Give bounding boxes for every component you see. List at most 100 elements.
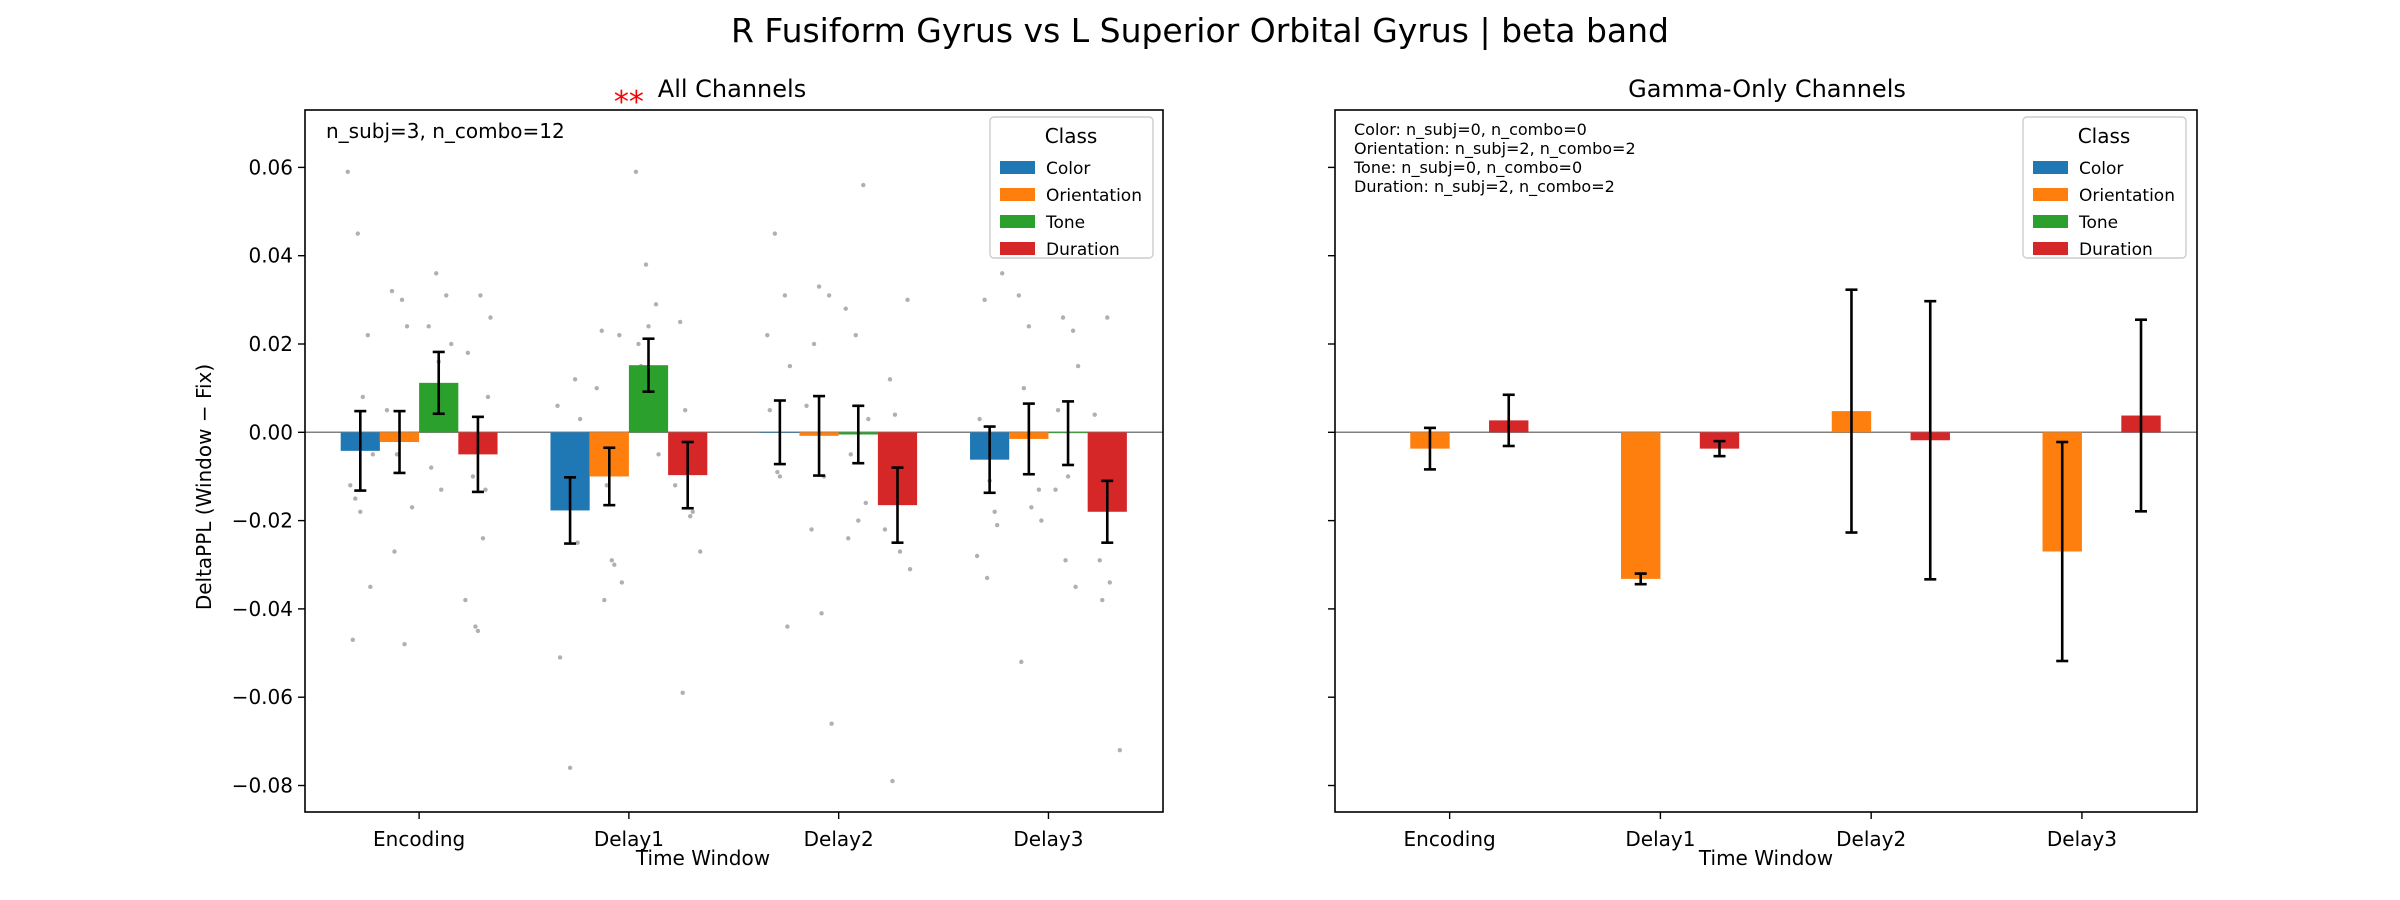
error-bar [2056,440,2069,663]
scatter-point [567,765,573,771]
scatter-point [1055,408,1061,413]
scatter-point [426,324,431,329]
scatter-point [890,778,895,784]
x-axis-label-gamma-only: Time Window [1698,846,1833,870]
scatter-point [365,332,371,338]
scatter-point [1063,558,1068,563]
x-tick-label: Delay1 [1625,827,1695,851]
error-bar [983,425,996,495]
error-bar [681,440,694,510]
scatter-point [353,496,358,501]
scatter-point [480,536,486,541]
scatter-point [765,332,770,338]
scatter-point [609,558,614,563]
x-tick-label: Delay3 [1013,827,1083,851]
x-axis-label-all-channels: Time Window [635,846,770,870]
scatter-point [348,483,353,488]
chart-title-all-channels: All Channels [658,75,806,103]
error-bar [1845,288,1858,534]
legend-swatch-color [2033,161,2068,174]
scatter-point [604,483,609,488]
legend-swatch-tone [2033,215,2068,228]
scatter-point [1036,487,1042,492]
scatter-point [892,412,898,417]
bar-orientation-delay1 [1621,432,1661,579]
legend-label-color: Color [1046,159,1090,179]
x-tick-label: Delay1 [594,827,664,851]
legend-label-orientation: Orientation [2079,186,2175,206]
scatter-point [1039,518,1044,523]
axes-frame [304,109,1164,813]
scatter-point [1021,385,1027,391]
chart-all-channels: All Channels n_subj=3, n_combo=12 Time W… [192,75,1164,870]
x-tick-label: Encoding [373,827,465,851]
legend-title: Class [1045,124,1098,148]
error-bar [471,415,484,494]
scatter-point [439,487,444,492]
error-bar [773,399,786,466]
scatter-point [394,452,400,457]
scatter-point [602,597,607,603]
y-tick-label: −0.06 [232,685,293,709]
scatter-point [767,408,773,413]
scatter-point [853,332,858,338]
scatter-point [848,452,853,457]
scatter-point [350,637,355,643]
legend-swatch-color [1000,161,1035,174]
scatter-point [856,518,861,523]
scatter-point [368,584,373,590]
scatter-point [1060,315,1066,320]
scatter-point [974,553,980,559]
scatter-point [826,293,832,298]
scatter-point [434,271,439,276]
y-tick-label: −0.04 [232,597,293,621]
scatter-point [1026,324,1032,329]
error-bar [1713,439,1726,458]
error-bar [813,394,826,477]
scatter-point [402,642,407,647]
scatter-point [577,416,583,422]
scatter-point [905,297,910,303]
scatter-point [680,690,685,695]
scatter-point [1117,747,1123,753]
scatter-point [999,271,1005,276]
legend-swatch-duration [2033,242,2068,255]
scatter-point [843,306,848,311]
error-bar [354,409,367,492]
legend-swatch-duration [1000,242,1035,255]
scatter-point [1019,659,1024,665]
x-tick-label: Encoding [1404,827,1496,851]
x-tick-label: Delay2 [804,827,874,851]
scatter-point [428,465,434,470]
scatter-point [887,377,893,382]
scatter-point [636,341,641,347]
error-bar [852,404,865,465]
scatter-point [1100,597,1105,603]
scatter-point [643,262,649,267]
y-tick-label: 0.06 [248,155,293,179]
scatter-point [775,469,780,475]
scatter-point [619,580,625,585]
chart-gamma-only-channels: Gamma-Only Channels Color: n_subj=0, n_c… [1328,75,2198,870]
scatter-point [688,513,693,519]
scatter-point [370,452,376,457]
scatter-point [485,394,491,400]
legend-label-color: Color [2079,159,2123,179]
scatter-point [785,624,790,629]
scatter-point [907,566,913,572]
error-bar [1423,426,1436,471]
y-tick-label: 0.02 [248,332,293,356]
scatter-point [977,416,982,422]
scatter-point [1065,474,1071,479]
x-tick-label: Delay2 [1836,827,1906,851]
error-bar [1502,393,1515,448]
scatter-point [816,284,822,289]
scatter-point [698,549,703,554]
scatter-point [572,377,578,382]
error-bar [1634,572,1647,586]
scatter-point [360,394,366,400]
scatter-point [478,293,483,298]
scatter-point [653,302,659,307]
scatter-point [1092,412,1097,417]
scatter-point [672,483,678,488]
